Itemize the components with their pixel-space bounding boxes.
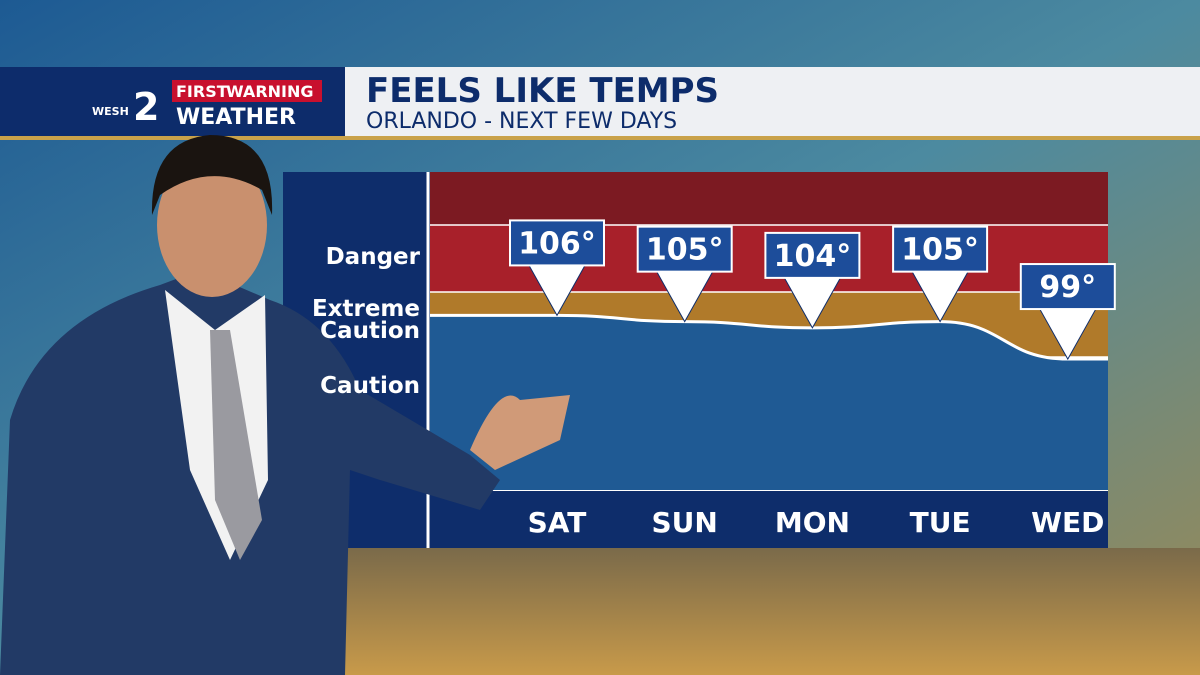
face bbox=[157, 153, 267, 297]
x-tick-label: SAT bbox=[528, 506, 587, 539]
logo-station: WESH bbox=[92, 105, 129, 118]
zone-label: Caution bbox=[320, 373, 420, 399]
value-label: 105° bbox=[901, 233, 979, 268]
header-rule bbox=[0, 136, 1200, 140]
warning-badge bbox=[172, 80, 322, 102]
chart-subtitle: ORLANDO - NEXT FEW DAYS bbox=[366, 109, 677, 134]
hair bbox=[151, 135, 273, 215]
plot: 106° SAT 105° SUN 104° MON 105° TUE 99° WED bbox=[430, 219, 1116, 539]
tie bbox=[210, 330, 262, 560]
x-tick-label: TUE bbox=[910, 506, 971, 539]
value-box bbox=[636, 225, 733, 273]
value-label: 99° bbox=[1039, 270, 1096, 305]
logo-warning: WARNING bbox=[226, 82, 314, 101]
value-box bbox=[764, 231, 861, 279]
x-tick-label: MON bbox=[775, 506, 850, 539]
water bbox=[320, 548, 1200, 675]
logo-weather: WEATHER bbox=[176, 105, 296, 130]
value-label: 104° bbox=[774, 239, 852, 274]
hand bbox=[470, 395, 570, 470]
value-box bbox=[509, 219, 605, 267]
zone-band bbox=[430, 172, 1108, 225]
value-box bbox=[1019, 263, 1116, 311]
value-label: 106° bbox=[518, 226, 596, 261]
x-tick-label: WED bbox=[1031, 506, 1104, 539]
logo-panel bbox=[0, 67, 345, 139]
x-tick-label: SUN bbox=[652, 506, 718, 539]
presenter bbox=[0, 135, 570, 675]
value-label: 105° bbox=[646, 233, 724, 268]
value-box bbox=[892, 225, 989, 273]
area bbox=[430, 315, 1108, 490]
logo-first: FIRST bbox=[176, 82, 228, 101]
zone-label: Danger bbox=[325, 244, 420, 270]
logo-channel: 2 bbox=[133, 85, 159, 129]
chart-title: FEELS LIKE TEMPS bbox=[366, 71, 719, 111]
zone-label: Extreme Caution bbox=[311, 296, 420, 344]
